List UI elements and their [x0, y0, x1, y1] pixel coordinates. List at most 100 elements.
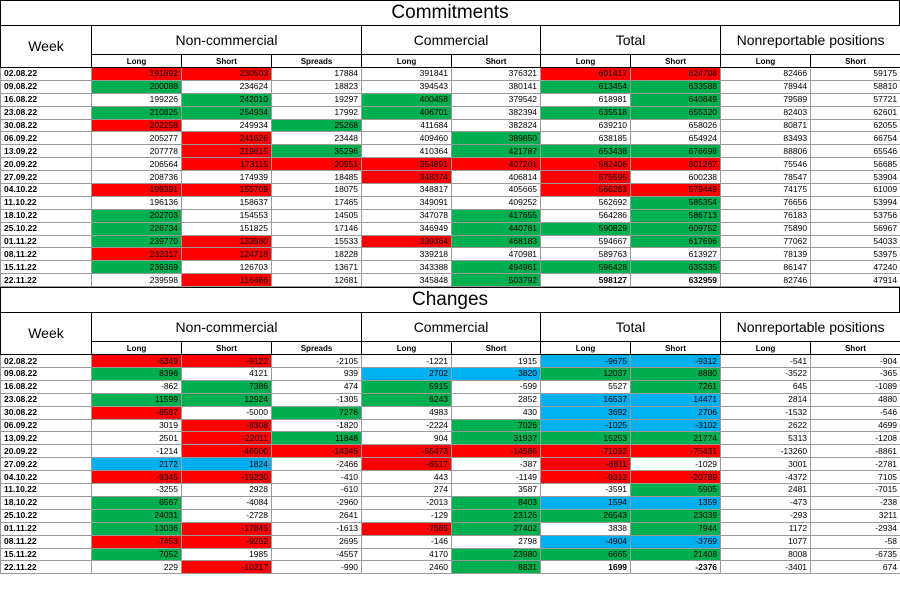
value-cell: -19230 — [181, 470, 272, 485]
value-cell: -410 — [270, 470, 363, 485]
value-cell: 1172 — [720, 521, 812, 536]
value-cell: 4880 — [810, 392, 900, 407]
week-cell: 11.10.22 — [0, 195, 92, 210]
value-cell: 1985 — [181, 547, 272, 562]
group-commercial: Commercial — [361, 312, 542, 343]
value-cell: 78139 — [720, 247, 812, 262]
value-cell: 2622 — [720, 418, 812, 433]
week-cell: 06.09.22 — [0, 418, 92, 433]
value-cell: 61009 — [810, 183, 900, 197]
week-cell: 06.09.22 — [0, 131, 92, 146]
value-cell: 347078 — [361, 208, 453, 223]
value-cell: 579449 — [630, 183, 722, 197]
value-cell: 596428 — [540, 260, 632, 275]
value-cell: 17146 — [270, 221, 363, 236]
value-cell: -7453 — [91, 534, 182, 549]
value-cell: -2105 — [270, 354, 363, 369]
value-cell: 1077 — [720, 534, 812, 549]
value-cell: -387 — [451, 457, 542, 472]
value-cell: 562692 — [540, 195, 632, 210]
value-cell: -6735 — [810, 547, 900, 562]
value-cell: 3587 — [451, 483, 542, 497]
week-cell: 13.09.22 — [0, 431, 92, 446]
value-cell: 411684 — [361, 118, 453, 133]
value-cell: 468183 — [451, 234, 542, 249]
value-cell: 7105 — [810, 470, 900, 485]
value-cell: 126703 — [181, 260, 272, 275]
group-commercial: Commercial — [361, 25, 542, 55]
value-cell: 199226 — [91, 92, 182, 107]
value-cell: 15533 — [270, 234, 363, 249]
value-cell: 12037 — [540, 367, 632, 381]
sub-header-long: Long — [720, 341, 812, 356]
value-cell: 654924 — [630, 131, 722, 146]
week-cell: 22.11.22 — [0, 560, 92, 575]
week-header: Week — [0, 25, 92, 68]
week-cell: 16.08.22 — [0, 379, 92, 394]
value-cell: -6517 — [361, 457, 453, 472]
value-cell: 25268 — [270, 118, 363, 133]
value-cell: 2798 — [451, 534, 542, 549]
group-nonreportable: Nonreportable positions — [720, 25, 900, 55]
value-cell: -1532 — [720, 405, 812, 420]
value-cell: 600238 — [630, 170, 722, 185]
sub-header-row: Long Short Spreads Long Short Long Short Long Sh… — [1, 341, 900, 356]
value-cell: 417655 — [451, 208, 542, 223]
value-cell: 20951 — [270, 157, 363, 172]
value-cell: 564286 — [540, 208, 632, 223]
value-cell: 230503 — [181, 67, 272, 81]
value-cell: 196136 — [91, 195, 182, 210]
value-cell: 158637 — [181, 195, 272, 210]
value-cell: 2928 — [181, 483, 272, 497]
sub-header-long: Long — [720, 54, 812, 68]
value-cell: -10217 — [181, 560, 272, 575]
value-cell: -14345 — [270, 444, 363, 459]
group-nonreportable: Nonreportable positions — [720, 312, 900, 343]
value-cell: 79589 — [720, 92, 812, 107]
value-cell: -4904 — [540, 534, 632, 549]
value-cell: 645 — [720, 379, 812, 394]
value-cell: 74175 — [720, 183, 812, 197]
value-cell: -71032 — [540, 444, 632, 459]
value-cell: 66754 — [810, 131, 900, 146]
value-cell: 18075 — [270, 183, 363, 197]
value-cell: 674 — [810, 560, 900, 575]
sub-header-long: Long — [91, 341, 182, 356]
value-cell: 23126 — [451, 508, 542, 523]
value-cell: 3838 — [540, 521, 632, 536]
value-cell: -2224 — [361, 418, 453, 433]
value-cell: 155709 — [181, 183, 272, 197]
table-row: 27.09.22 2172 1824 -2466 -6517 -387 -6811 -1029… — [0, 457, 900, 472]
value-cell: 339364 — [361, 234, 453, 249]
value-cell: 65546 — [810, 144, 900, 159]
value-cell: 53975 — [810, 247, 900, 262]
table-row: 16.08.22 199226 242010 19297 400458 379542 618… — [0, 92, 900, 107]
table-row: 04.10.22 199391 155709 18075 348817 405665 566… — [0, 183, 900, 197]
sub-header-short: Short — [451, 341, 542, 356]
value-cell: -2781 — [810, 457, 900, 472]
commitments-title: Commitments — [0, 0, 900, 25]
value-cell: 2695 — [270, 534, 363, 549]
value-cell: 407201 — [451, 157, 542, 172]
value-cell: 14471 — [630, 392, 722, 407]
table-row: 20.09.22 206564 173115 20951 354891 407201 582… — [0, 157, 900, 172]
value-cell: 379542 — [451, 92, 542, 107]
value-cell: 440781 — [451, 221, 542, 236]
value-cell: 904 — [361, 431, 453, 446]
value-cell: 21774 — [630, 431, 722, 446]
value-cell: -1025 — [540, 418, 632, 433]
value-cell: 76656 — [720, 195, 812, 210]
value-cell: 1359 — [630, 495, 722, 510]
value-cell: -293 — [720, 508, 812, 523]
value-cell: -9122 — [181, 354, 272, 369]
value-cell: 80871 — [720, 118, 812, 133]
value-cell: 7386 — [181, 379, 272, 394]
value-cell: -1149 — [451, 470, 542, 485]
week-cell: 16.08.22 — [0, 92, 92, 107]
value-cell: 2460 — [361, 560, 453, 575]
value-cell: -75431 — [630, 444, 722, 459]
value-cell: 86147 — [720, 260, 812, 275]
value-cell: -599 — [451, 379, 542, 394]
value-cell: 939 — [270, 367, 363, 381]
sub-header-row: Long Short Spreads Long Short Long Short Long Sh… — [1, 54, 900, 68]
